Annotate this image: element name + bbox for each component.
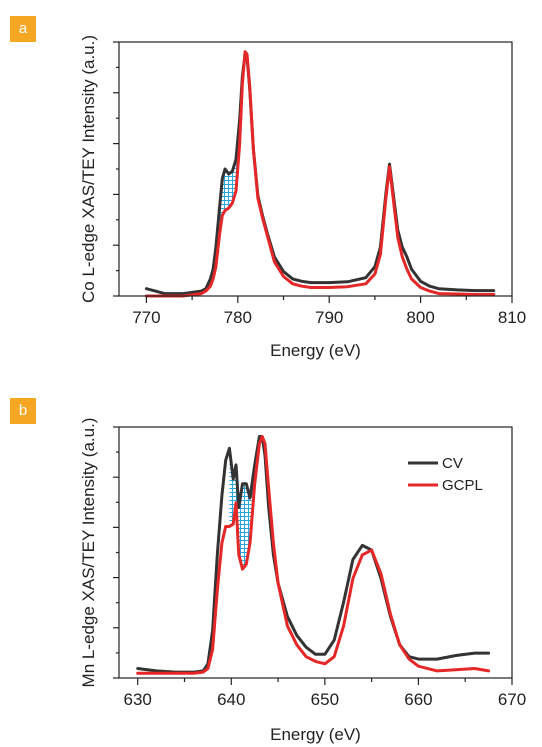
x-tick-label: 770 xyxy=(132,308,160,327)
x-tick-label: 800 xyxy=(406,308,434,327)
x-tick-label: 670 xyxy=(498,690,526,709)
co-l-edge-chart: 770 780 790 800 810 Energy (eV) Co L-edge XAS/… xyxy=(79,35,526,360)
panel-b-badge: b xyxy=(10,398,36,424)
x-tick-label: 630 xyxy=(124,690,152,709)
x-tick-label: 780 xyxy=(224,308,252,327)
x-axis-label: Energy (eV) xyxy=(270,725,361,744)
x-tick-label: 810 xyxy=(498,308,526,327)
x-axis-label: Energy (eV) xyxy=(270,341,361,360)
x-tick-label: 660 xyxy=(404,690,432,709)
y-axis-label: Co L-edge XAS/TEY Intensity (a.u.) xyxy=(79,35,98,303)
plot-frame xyxy=(118,41,513,297)
x-tick-label: 650 xyxy=(311,690,339,709)
series-line-cv xyxy=(136,435,491,674)
x-tick-label: 790 xyxy=(315,308,343,327)
x-tick-label: 640 xyxy=(217,690,245,709)
series-line-gcpl xyxy=(144,50,496,298)
mn-l-edge-chart: 630 640 650 660 670 Energy (eV) Mn L-edge XAS/… xyxy=(79,418,526,744)
y-axis-label: Mn L-edge XAS/TEY Intensity (a.u.) xyxy=(79,418,98,688)
legend-label-cv: CV xyxy=(442,455,463,472)
series-line-cv xyxy=(144,52,496,296)
series-line-gcpl xyxy=(136,435,491,675)
legend-label-gcpl: GCPL xyxy=(442,477,483,494)
panel-a-badge: a xyxy=(10,16,36,42)
